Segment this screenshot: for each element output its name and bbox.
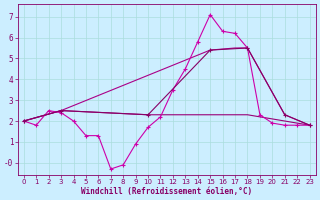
- X-axis label: Windchill (Refroidissement éolien,°C): Windchill (Refroidissement éolien,°C): [81, 187, 252, 196]
